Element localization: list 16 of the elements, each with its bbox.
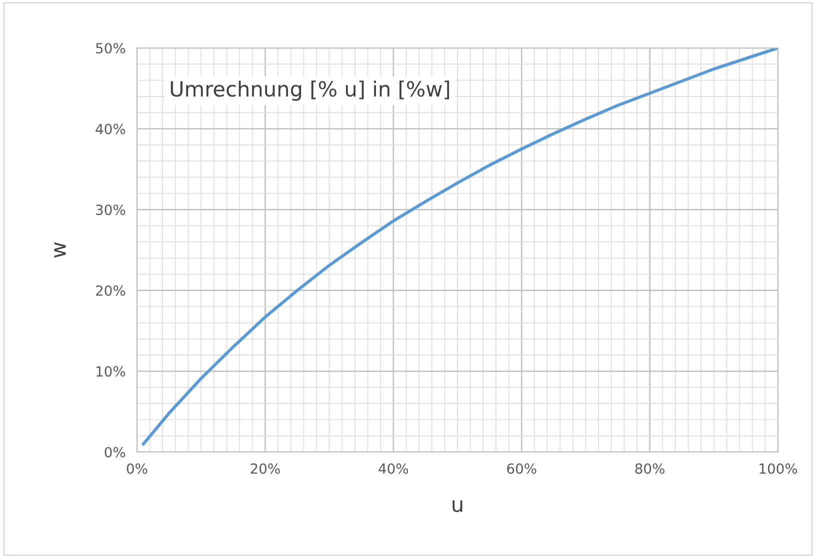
x-tick-label: 20% bbox=[250, 463, 280, 474]
y-tick-label: 0% bbox=[104, 446, 126, 458]
text: Umrechnung [% u] in [%w] bbox=[170, 80, 450, 101]
x-axis-title: u bbox=[452, 500, 462, 512]
y-tick-label: 50% bbox=[96, 42, 126, 54]
y-axis-title: w bbox=[54, 242, 66, 258]
x-tick-label: 100% bbox=[760, 463, 798, 474]
x-tick-label: 40% bbox=[378, 463, 408, 474]
x-tick-label: 0% bbox=[126, 463, 148, 474]
x-tick-label: 80% bbox=[635, 463, 664, 474]
y-tick-label: 40% bbox=[96, 124, 126, 134]
y-tick-label: 10% bbox=[96, 366, 126, 377]
y-tick-label: 30% bbox=[96, 204, 126, 216]
y-tick-label: 20% bbox=[96, 285, 126, 296]
x-tick-label: 60% bbox=[507, 463, 536, 474]
line-series bbox=[142, 48, 778, 446]
